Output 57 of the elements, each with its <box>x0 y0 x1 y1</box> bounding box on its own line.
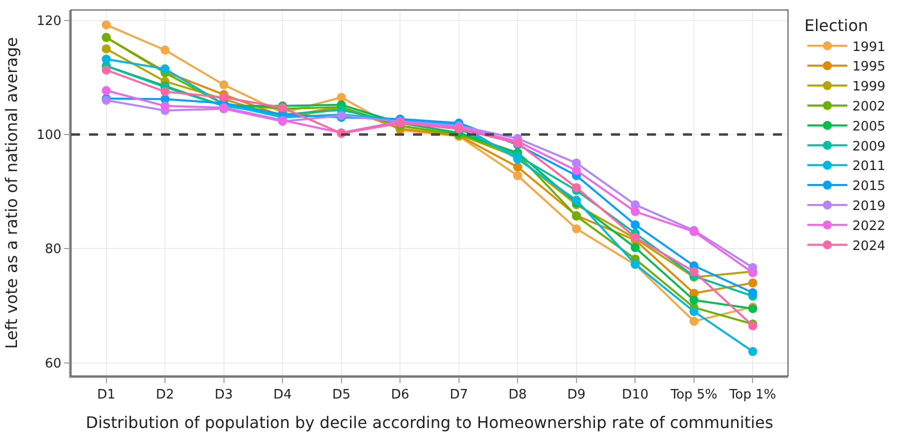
legend-label: 2005 <box>852 119 886 134</box>
point <box>102 20 111 30</box>
point <box>748 346 758 356</box>
y-tick-label: 80 <box>44 242 62 258</box>
legend-label: 2015 <box>852 179 886 194</box>
x-tick-label: Top 5% <box>670 388 718 403</box>
y-tick-label: 100 <box>36 128 62 144</box>
point <box>689 306 698 316</box>
legend-label: 2002 <box>852 100 886 115</box>
point <box>748 288 758 298</box>
point <box>689 267 698 276</box>
point <box>102 65 111 74</box>
point <box>513 162 522 172</box>
x-tick-label: D1 <box>97 388 116 403</box>
point <box>572 224 581 234</box>
point <box>102 54 111 64</box>
x-tick-label: D5 <box>332 388 350 403</box>
legend-label: 2022 <box>852 218 886 234</box>
point <box>630 220 640 230</box>
point <box>102 44 111 54</box>
x-tick-label: D10 <box>622 388 648 403</box>
x-tick-label: D3 <box>214 388 233 403</box>
point <box>160 87 170 96</box>
y-tick-label: 60 <box>44 356 62 372</box>
x-tick-label: D9 <box>567 388 586 403</box>
point <box>689 296 698 305</box>
y-tick-label: 120 <box>36 14 62 29</box>
x-tick-label: Top 1% <box>728 388 776 403</box>
legend-label: 1991 <box>852 40 886 55</box>
x-tick-label: D4 <box>273 388 292 403</box>
y-axis-title: Left vote as a ratio of national average <box>2 37 21 349</box>
point <box>160 101 170 110</box>
point <box>513 171 522 180</box>
legend-label: 1995 <box>852 60 886 75</box>
legend-label: 2024 <box>852 238 886 254</box>
x-tick-label: D8 <box>508 388 527 403</box>
point <box>160 45 170 54</box>
point <box>572 158 581 168</box>
x-axis-title: Distribution of population by decile according to Homeownership rate of communities <box>86 412 774 432</box>
legend-title: Election <box>804 16 868 35</box>
point <box>748 278 758 288</box>
point <box>630 207 640 216</box>
point <box>630 243 640 252</box>
point <box>572 196 581 205</box>
point <box>160 64 170 74</box>
point <box>689 316 698 326</box>
legend-label: 2009 <box>852 139 886 154</box>
point <box>572 183 581 192</box>
x-tick-label: D2 <box>156 388 174 403</box>
point <box>219 80 228 90</box>
legend-label: 1999 <box>852 80 886 95</box>
x-tick-label: D6 <box>390 388 410 403</box>
legend-label: 2011 <box>852 159 886 174</box>
legend-label: 2019 <box>852 199 886 214</box>
point <box>102 86 111 96</box>
point <box>572 166 581 175</box>
x-tick-label: D7 <box>450 388 468 403</box>
